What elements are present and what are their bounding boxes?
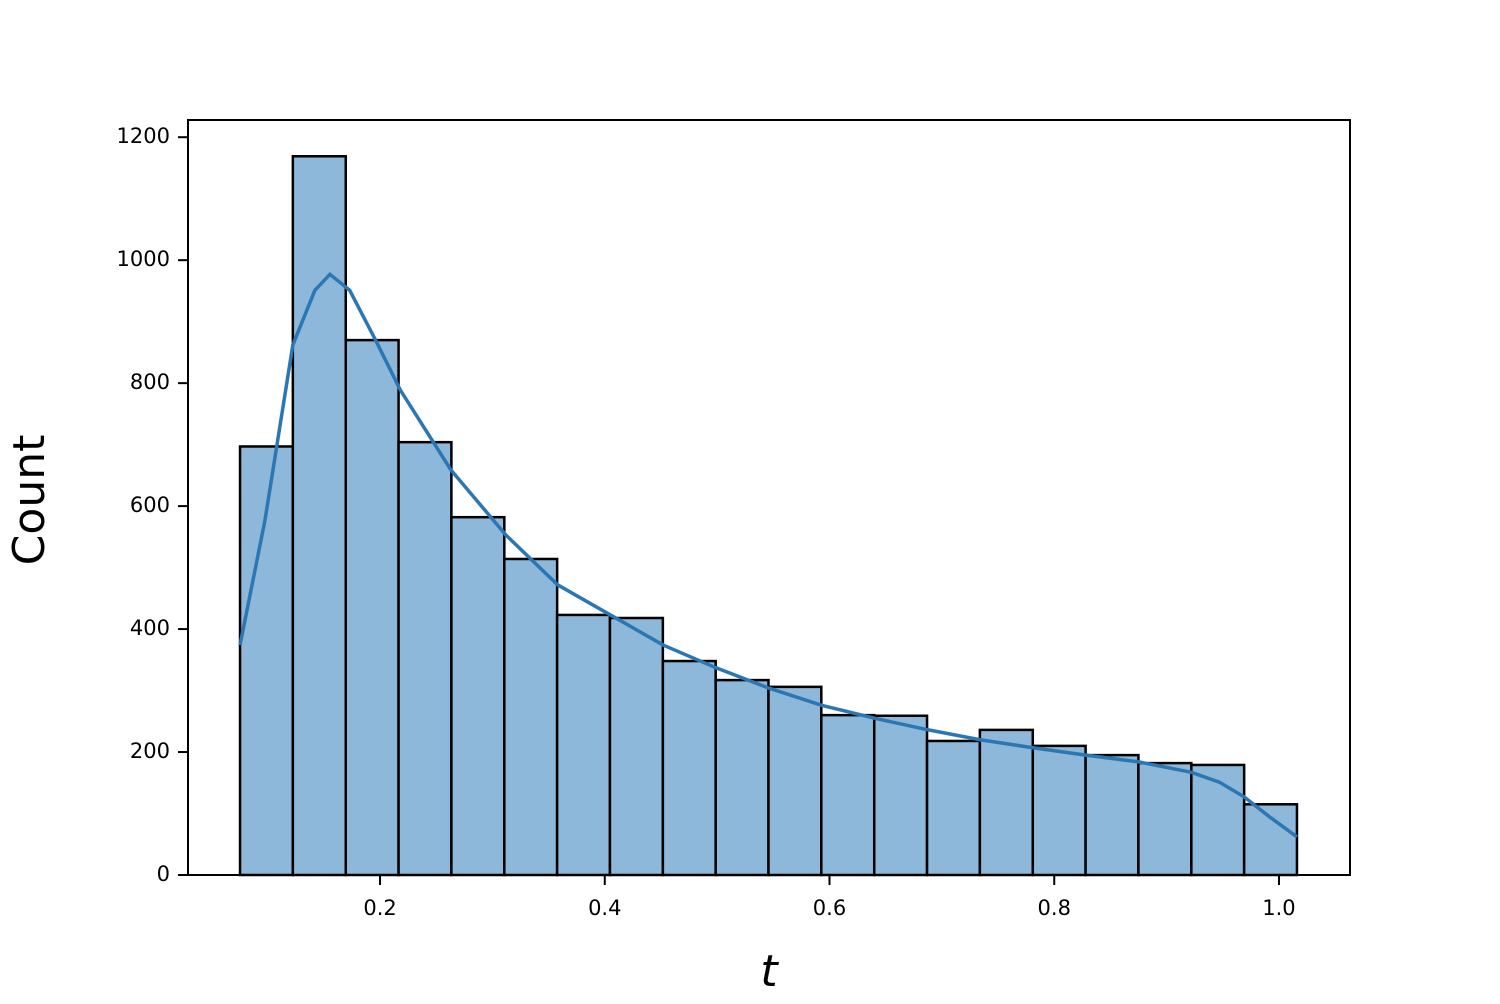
y-tick-label: 0 xyxy=(157,862,170,886)
bar xyxy=(872,714,929,877)
bar xyxy=(344,338,400,877)
y-axis-label: Count xyxy=(4,435,55,566)
kde-line xyxy=(238,271,1298,839)
x-tick-label: 0.8 xyxy=(1038,896,1071,920)
bar xyxy=(820,713,876,877)
x-tick-label: 0.6 xyxy=(813,896,846,920)
bar xyxy=(503,557,559,877)
bar xyxy=(1084,753,1140,877)
bar xyxy=(978,728,1035,877)
bar xyxy=(1242,803,1299,877)
bar xyxy=(397,440,453,877)
x-tick-label: 0.4 xyxy=(588,896,621,920)
y-tick-label: 1000 xyxy=(117,247,170,271)
bar xyxy=(661,659,717,877)
x-axis-label: t xyxy=(760,946,779,997)
bar xyxy=(1031,744,1087,877)
bar xyxy=(608,616,665,877)
x-tick-label: 1.0 xyxy=(1262,896,1295,920)
bar xyxy=(767,685,823,877)
y-tick-label: 600 xyxy=(130,493,170,517)
y-tick-label: 400 xyxy=(130,616,170,640)
y-tick-label: 200 xyxy=(130,739,170,763)
x-tick-label: 0.2 xyxy=(363,896,396,920)
bar xyxy=(291,155,348,877)
bar xyxy=(714,678,770,877)
bar xyxy=(925,739,982,877)
y-tick-label: 800 xyxy=(130,370,170,394)
plot-frame xyxy=(187,119,1351,876)
y-tick-label: 1200 xyxy=(117,124,170,148)
bar xyxy=(450,515,506,877)
bar xyxy=(555,613,612,877)
bar xyxy=(1137,761,1193,877)
